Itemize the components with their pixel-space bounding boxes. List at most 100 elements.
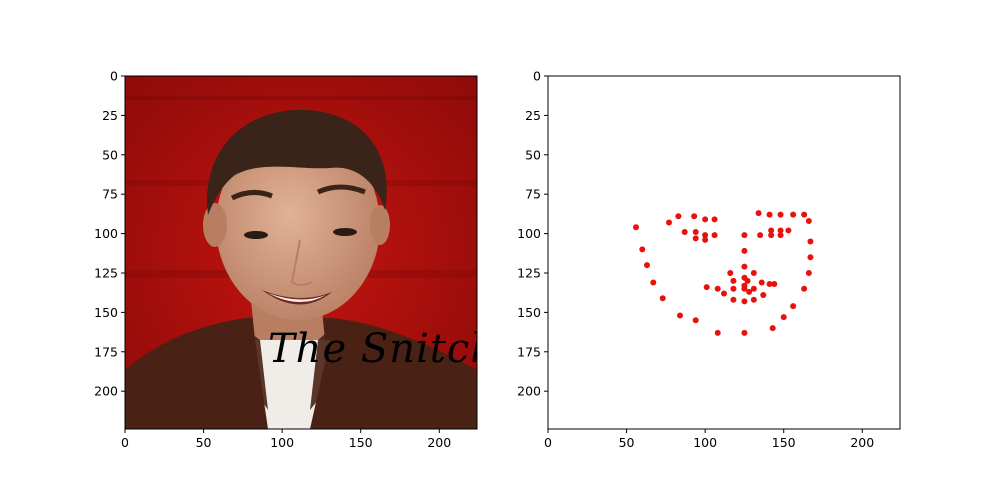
x-tick-label: 0 (121, 435, 129, 450)
y-tick-label: 75 (102, 187, 118, 202)
scatter-panel: 0 50 100 150 200 0 25 50 75 100 125 150 175 200 (517, 69, 901, 450)
landmark-point (807, 238, 814, 245)
landmark-point (750, 285, 757, 292)
landmark-point (711, 216, 718, 223)
y-tick-label: 200 (94, 384, 118, 399)
y-tick-label: 100 (517, 226, 541, 241)
landmark-point (741, 263, 748, 270)
y-tick-label: 50 (525, 147, 541, 162)
landmark-point (639, 246, 646, 253)
x-tick-label: 100 (693, 435, 717, 450)
landmark-point (755, 210, 762, 217)
y-tick-label: 125 (517, 265, 541, 280)
eyebrow (230, 190, 273, 201)
collar-right (310, 325, 350, 410)
landmark-point (692, 317, 699, 324)
landmark-point (757, 232, 764, 239)
landmark-point (633, 224, 639, 231)
y-tick-label: 175 (517, 344, 541, 359)
landmark-point (744, 277, 751, 284)
face-photo: The Snitch. (125, 76, 511, 429)
landmark-point (785, 227, 792, 234)
eye (244, 231, 268, 239)
ear (203, 203, 227, 247)
landmark-point (666, 219, 672, 226)
teeth (268, 293, 326, 303)
landmark-point (741, 329, 748, 336)
y-tick-label: 175 (94, 344, 118, 359)
landmark-point (769, 325, 776, 332)
landmark-point (768, 232, 775, 239)
landmark-point (691, 213, 698, 220)
y-tick-label: 150 (517, 305, 541, 320)
landmark-point (760, 292, 767, 299)
landmark-point (702, 232, 709, 239)
y-tick-label: 150 (94, 305, 118, 320)
landmark-point (730, 277, 737, 284)
landmark-point (766, 281, 773, 288)
x-tick-label: 50 (196, 435, 212, 450)
y-tick-label: 0 (110, 69, 118, 84)
landmark-point (777, 211, 784, 218)
face (216, 130, 380, 320)
landmark-point (675, 213, 682, 220)
landmark-point (644, 262, 650, 269)
x-tick-label: 200 (850, 435, 874, 450)
landmark-point (659, 295, 666, 302)
y-tick-label: 125 (94, 265, 118, 280)
landmark-point (768, 227, 775, 234)
x-axis: 0 50 100 150 200 (544, 429, 874, 450)
landmark-point (746, 288, 753, 295)
landmark-point (714, 329, 721, 336)
landmark-point (702, 236, 709, 243)
eye (333, 228, 357, 236)
landmark-points (633, 210, 814, 336)
landmark-point (727, 269, 734, 276)
landmark-point (766, 211, 773, 218)
landmark-point (730, 296, 737, 303)
image-panel: The Snitch. 0 50 100 150 200 0 25 50 75 100 125 15… (94, 69, 511, 450)
landmark-point (711, 232, 718, 239)
landmark-point (807, 254, 814, 261)
landmark-point (777, 227, 784, 234)
y-tick-label: 50 (102, 147, 118, 162)
y-tick-label: 75 (525, 187, 541, 202)
y-tick-label: 25 (525, 108, 541, 123)
y-tick-label: 200 (517, 384, 541, 399)
x-tick-label: 150 (349, 435, 373, 450)
landmark-point (741, 298, 748, 305)
x-tick-label: 50 (619, 435, 635, 450)
landmark-point (741, 247, 748, 254)
landmark-point (750, 296, 757, 303)
landmark-point (741, 285, 748, 292)
y-axis: 0 25 50 75 100 125 150 175 200 (517, 69, 548, 399)
landmark-point (780, 314, 787, 321)
landmark-point (741, 232, 748, 239)
nose (290, 239, 313, 286)
landmark-point (681, 229, 688, 236)
x-tick-label: 100 (270, 435, 294, 450)
landmark-point (771, 281, 778, 288)
y-axis: 0 25 50 75 100 125 150 175 200 (94, 69, 125, 399)
landmark-point (650, 279, 657, 286)
landmark-point (730, 285, 737, 292)
landmark-point (721, 290, 727, 297)
x-tick-label: 150 (772, 435, 796, 450)
landmark-point (790, 303, 797, 310)
landmark-point (801, 285, 808, 292)
landmark-point (714, 285, 721, 292)
x-tick-label: 0 (544, 435, 552, 450)
scatter-axes-frame (547, 75, 901, 430)
watermark: The Snitch. (268, 326, 511, 372)
x-axis: 0 50 100 150 200 (121, 429, 451, 450)
landmark-point (758, 279, 765, 286)
ear (370, 205, 390, 245)
landmark-point (692, 229, 699, 236)
eyebrow (316, 184, 366, 195)
landmark-point (702, 216, 709, 223)
landmark-point (777, 232, 784, 239)
landmark-point (677, 312, 683, 319)
landmark-point (692, 235, 699, 242)
landmark-point (750, 269, 757, 276)
